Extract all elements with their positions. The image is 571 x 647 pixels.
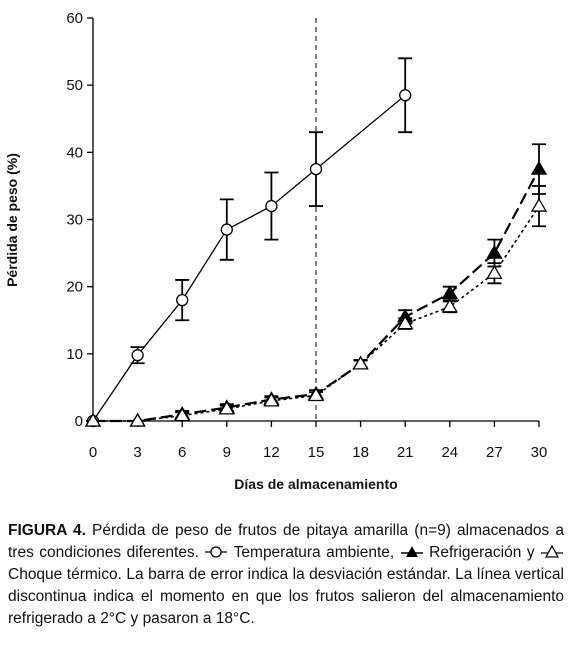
marker: [131, 349, 144, 362]
x-tick-label: 18: [352, 444, 369, 461]
marker: [441, 285, 458, 300]
series-line: [92, 94, 406, 422]
marker: [530, 197, 548, 212]
y-tick-label: 60: [66, 10, 83, 27]
marker: [486, 244, 503, 259]
marker: [263, 392, 280, 407]
x-tick-label: 6: [178, 444, 186, 461]
y-axis-label: Pérdida de peso (%): [4, 153, 20, 287]
y-tick-label: 30: [66, 212, 83, 229]
y-tick-label: 0: [75, 413, 83, 430]
x-tick-label: 24: [441, 444, 458, 461]
marker: [129, 412, 146, 427]
caption-text: ,: [389, 544, 395, 561]
marker: [218, 400, 235, 415]
marker: [352, 355, 369, 370]
y-tick-label: 20: [66, 279, 83, 296]
x-tick-label: 0: [89, 444, 97, 461]
x-tick-label: 3: [133, 444, 141, 461]
marker: [486, 264, 503, 279]
x-axis-label: Días de almacenamiento: [234, 476, 397, 492]
marker: [84, 412, 102, 427]
x-tick-label: 30: [531, 444, 548, 461]
marker: [176, 293, 189, 307]
x-tick-label: 21: [397, 444, 414, 461]
marker: [397, 315, 414, 330]
x-tick-label: 15: [308, 444, 325, 461]
caption-text: . La barra de error indica la desviación…: [8, 566, 565, 627]
marker: [174, 407, 191, 422]
x-tick-label: 9: [223, 444, 231, 461]
chart: Pérdida de peso (%) Días de almacenamien…: [4, 10, 548, 492]
caption-label: FIGURA 4.: [8, 522, 86, 539]
legend-label: Choque térmico: [8, 566, 118, 583]
legend-icon: [400, 546, 423, 557]
marker: [399, 89, 412, 102]
marker: [530, 160, 548, 175]
caption-text: Pérdida de peso de frutos de pitaya amar…: [8, 522, 564, 561]
legend-icon: [541, 544, 564, 558]
y-tick-label: 50: [66, 77, 83, 94]
marker: [441, 298, 458, 313]
legend-label: Refrigeración: [429, 544, 522, 561]
legend-label: Temperatura ambiente: [233, 544, 390, 561]
marker: [307, 387, 325, 402]
caption: FIGURA 4. Pérdida de peso de frutos de p…: [8, 520, 564, 630]
y-tick-label: 40: [66, 144, 83, 161]
x-tick-label: 12: [263, 444, 280, 461]
marker: [309, 162, 323, 176]
x-tick-label: 27: [486, 444, 503, 461]
y-tick-label: 10: [66, 346, 83, 363]
marker: [265, 199, 278, 213]
legend-icon: [205, 546, 228, 558]
marker: [220, 223, 233, 236]
caption-text: y: [526, 544, 535, 561]
